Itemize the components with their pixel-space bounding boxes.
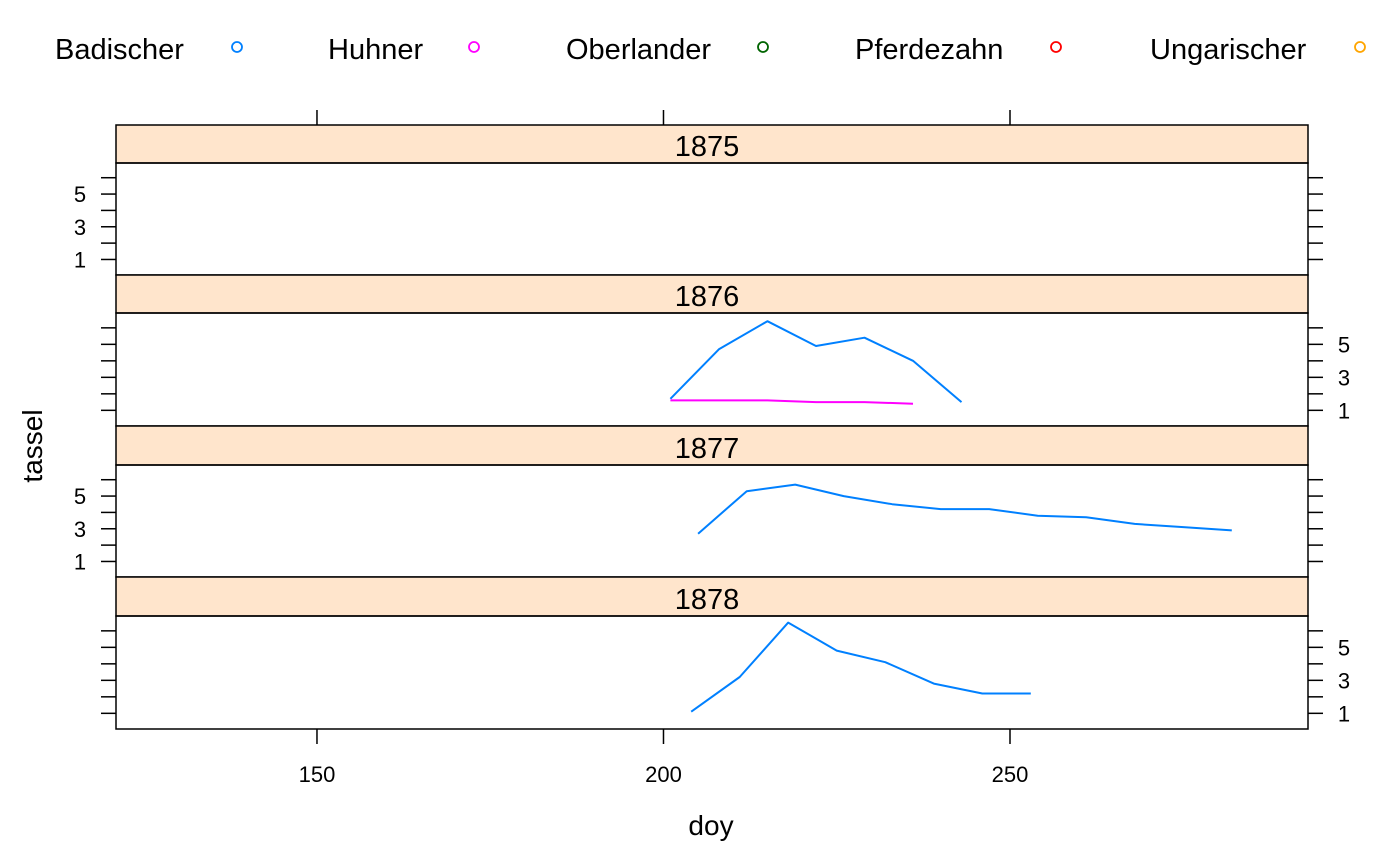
strip-1876 — [115, 274, 1309, 314]
x-tick-label: 150 — [299, 762, 336, 787]
y-tick-label: 3 — [74, 215, 86, 240]
y-tick-label: 5 — [74, 484, 86, 509]
panel-frame-1878 — [115, 615, 1309, 730]
y-tick-label: 1 — [74, 247, 86, 272]
x-axis: 150 200 250 — [299, 110, 1029, 787]
y-tick-label: 1 — [1338, 701, 1350, 726]
y-tick-label: 3 — [74, 517, 86, 542]
y-tick-label: 5 — [74, 182, 86, 207]
y-tick-label: 5 — [1338, 332, 1350, 357]
panel-frame-1875 — [115, 162, 1309, 276]
legend-marker-huhner — [468, 41, 480, 53]
series-line-badischer-1876 — [669, 320, 963, 403]
strip-label-1878: 1878 — [675, 584, 740, 616]
strip-1878 — [115, 576, 1309, 617]
strip-label-1877: 1877 — [675, 433, 740, 465]
y-tick-label: 5 — [1338, 635, 1350, 660]
x-tick-label: 200 — [645, 762, 682, 787]
legend-marker-oberlander — [757, 41, 769, 53]
strip-1875 — [115, 124, 1309, 164]
legend-label-pferdezahn: Pferdezahn — [855, 34, 1003, 66]
series-line-badischer-1877 — [697, 483, 1232, 535]
panel-1877: 1877 — [101, 425, 1323, 578]
panel-1878: 1878 — [101, 576, 1323, 730]
y-axis: 1 3 5 1 3 5 1 3 5 1 3 5 — [74, 182, 1350, 726]
strip-1877 — [115, 425, 1309, 466]
y-tick-label: 3 — [1338, 365, 1350, 390]
strip-label-1876: 1876 — [675, 281, 740, 313]
legend: Badischer Huhner Oberlander Pferdezahn Ungar… — [55, 34, 1366, 66]
strip-label-1875: 1875 — [675, 131, 740, 163]
legend-marker-badischer — [231, 41, 243, 53]
y-tick-label: 1 — [1338, 398, 1350, 423]
legend-label-huhner: Huhner — [328, 34, 423, 66]
panel-frame-1876 — [115, 312, 1309, 427]
series-line-huhner-1876 — [670, 399, 914, 405]
legend-marker-pferdezahn — [1050, 41, 1062, 53]
x-axis-title: doy — [688, 810, 733, 841]
legend-marker-ungarischer — [1354, 41, 1366, 53]
y-tick-label: 1 — [74, 549, 86, 574]
legend-label-oberlander: Oberlander — [566, 34, 711, 66]
series-line-badischer-1878 — [690, 621, 1031, 713]
y-axis-title: tassel — [17, 409, 48, 482]
panels: 1875 1876 1877 1878 — [101, 124, 1323, 730]
panel-1876: 1876 — [101, 274, 1323, 427]
y-tick-label: 3 — [1338, 668, 1350, 693]
legend-label-ungarischer: Ungarischer — [1150, 34, 1307, 66]
panel-1875: 1875 — [101, 124, 1323, 276]
x-tick-label: 250 — [992, 762, 1029, 787]
legend-label-badischer: Badischer — [55, 34, 184, 66]
